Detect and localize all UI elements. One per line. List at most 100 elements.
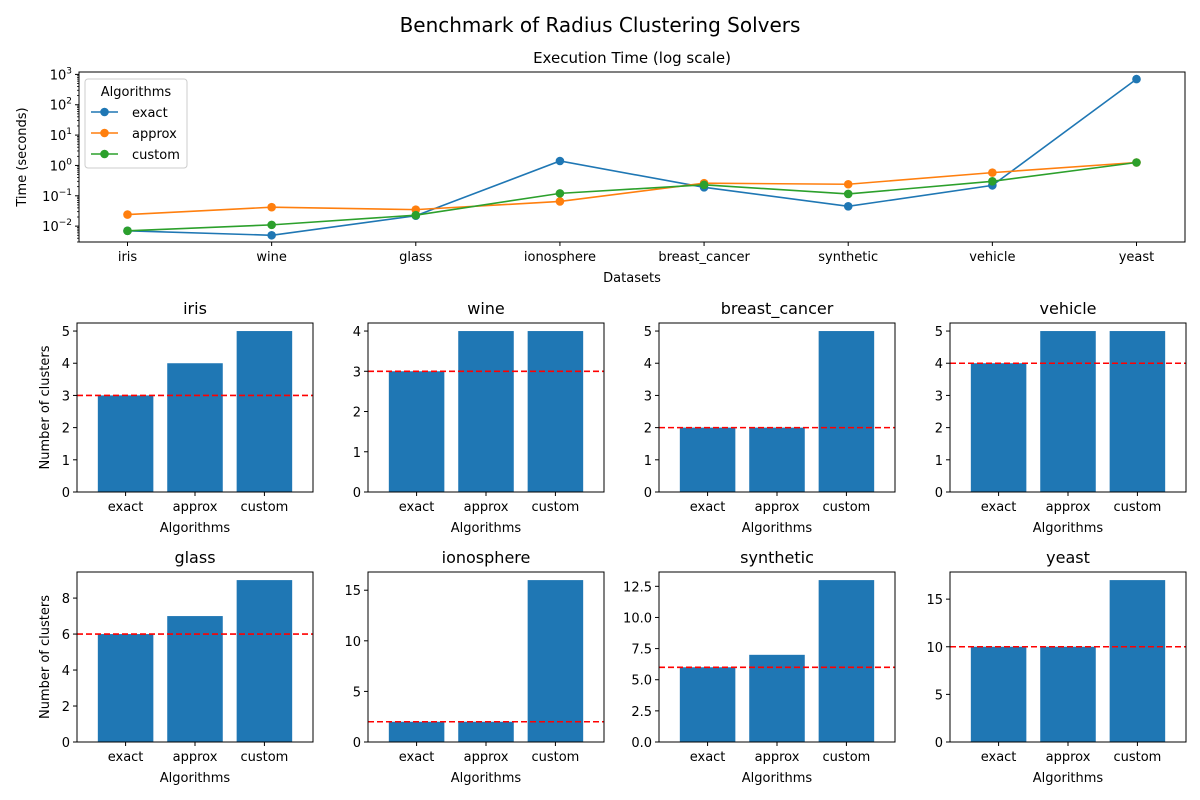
x-tick-label-iris: iris bbox=[118, 250, 138, 265]
y-tick-label: 1 bbox=[644, 454, 652, 469]
chart-title: Execution Time (log scale) bbox=[533, 49, 731, 67]
y-tick-label: 0 bbox=[353, 736, 361, 751]
legend-swatch-marker bbox=[100, 128, 109, 138]
legend-label-approx: approx bbox=[132, 127, 177, 142]
y-tick-label: 3 bbox=[935, 389, 943, 404]
x-tick-label-custom: custom bbox=[1113, 500, 1161, 515]
data-point-approx bbox=[555, 197, 565, 206]
data-point-custom bbox=[1132, 158, 1141, 167]
legend-label-custom: custom bbox=[132, 148, 180, 163]
x-tick-label-exact: exact bbox=[981, 500, 1017, 515]
y-tick-label: 0 bbox=[644, 486, 652, 501]
bar-custom bbox=[527, 331, 584, 492]
y-tick-label: 101 bbox=[50, 127, 72, 144]
y-tick-label: 2 bbox=[62, 422, 70, 437]
y-tick-label: 10 bbox=[344, 635, 361, 650]
y-tick-label: 2 bbox=[644, 422, 652, 437]
y-tick-label: 10−1 bbox=[42, 188, 72, 205]
x-axis-label: Algorithms bbox=[160, 771, 231, 786]
bar-chart-yeast: yeast exact approx custom Algorithms 0 5 10 15 bbox=[926, 548, 1187, 786]
legend: Algorithms exact approx custom bbox=[84, 78, 188, 169]
y-tick-label: 5 bbox=[644, 325, 652, 340]
x-axis-label: Algorithms bbox=[742, 521, 813, 536]
execution-time-chart: Execution Time (log scale) iris wine glass i… bbox=[15, 49, 1186, 286]
figure-suptitle: Benchmark of Radius Clustering Solvers bbox=[400, 13, 801, 37]
y-tick-label: 10.0 bbox=[623, 611, 652, 626]
x-tick-label-synthetic: synthetic bbox=[818, 250, 878, 265]
bar-exact bbox=[388, 371, 445, 492]
y-tick-label: 102 bbox=[50, 97, 72, 114]
bar-custom bbox=[818, 580, 875, 742]
y-tick-label: 4 bbox=[935, 357, 943, 372]
y-tick-label: 1 bbox=[353, 446, 361, 461]
x-tick-label-approx: approx bbox=[1046, 500, 1091, 515]
data-point-exact bbox=[555, 156, 565, 166]
charts-container: Execution Time (log scale) iris wine glass i… bbox=[15, 49, 1187, 786]
x-tick-label-custom: custom bbox=[1113, 750, 1161, 765]
y-tick-label: 103 bbox=[50, 66, 72, 83]
y-tick-label: 0 bbox=[935, 486, 943, 501]
plot-frame bbox=[78, 71, 1186, 243]
bar-approx bbox=[1040, 646, 1096, 742]
chart-title: synthetic bbox=[740, 548, 814, 567]
legend-label-exact: exact bbox=[132, 106, 168, 121]
chart-title: glass bbox=[174, 548, 215, 567]
y-tick-label: 4 bbox=[62, 664, 70, 679]
y-tick-label: 15 bbox=[926, 593, 943, 608]
y-axis-label: Time (seconds) bbox=[15, 107, 30, 207]
bar-approx bbox=[167, 363, 223, 492]
x-tick-label-approx: approx bbox=[1046, 750, 1091, 765]
bar-approx bbox=[458, 331, 514, 492]
x-tick-label-custom: custom bbox=[240, 500, 288, 515]
x-tick-label-exact: exact bbox=[690, 750, 726, 765]
data-point-exact bbox=[1132, 74, 1141, 84]
bar-exact bbox=[679, 667, 736, 742]
x-tick-label-approx: approx bbox=[464, 500, 509, 515]
x-tick-label-approx: approx bbox=[173, 500, 218, 515]
bar-custom bbox=[236, 580, 293, 742]
x-tick-label-wine: wine bbox=[256, 250, 286, 265]
x-tick-label-breast-cancer: breast_cancer bbox=[658, 250, 750, 265]
chart-title: wine bbox=[467, 299, 505, 318]
x-tick-label-exact: exact bbox=[399, 750, 435, 765]
bar-custom bbox=[1109, 331, 1166, 492]
x-tick-label-custom: custom bbox=[531, 750, 579, 765]
data-point-approx bbox=[843, 179, 853, 189]
y-tick-label: 7.5 bbox=[631, 643, 652, 658]
data-point-custom bbox=[555, 189, 565, 198]
bar-approx bbox=[167, 616, 223, 742]
bar-chart-vehicle: vehicle exact approx custom Algorithms 0 1 2 3 4 5 bbox=[935, 299, 1187, 536]
y-tick-label: 12.5 bbox=[623, 580, 652, 595]
x-tick-label-custom: custom bbox=[531, 500, 579, 515]
x-tick-label-vehicle: vehicle bbox=[969, 250, 1015, 265]
x-tick-label-approx: approx bbox=[755, 750, 800, 765]
y-tick-label: 10 bbox=[926, 641, 943, 656]
y-tick-label: 0.0 bbox=[631, 736, 652, 751]
chart-title: ionosphere bbox=[442, 548, 531, 567]
y-tick-label: 4 bbox=[644, 357, 652, 372]
bar-chart-iris: iris exact approx custom Algorithms 0 1 2 3 4 5 Num… bbox=[38, 299, 314, 536]
x-tick-label-approx: approx bbox=[464, 750, 509, 765]
data-point-custom bbox=[988, 177, 997, 186]
data-point-custom bbox=[699, 180, 709, 190]
y-tick-label: 2 bbox=[935, 422, 943, 437]
data-point-custom bbox=[843, 189, 853, 199]
y-tick-label: 15 bbox=[344, 584, 361, 599]
chart-title: yeast bbox=[1046, 548, 1090, 567]
x-tick-label-exact: exact bbox=[108, 750, 144, 765]
bar-approx bbox=[749, 654, 805, 742]
bar-approx bbox=[458, 721, 514, 742]
y-tick-label: 5.0 bbox=[631, 674, 652, 689]
legend-title: Algorithms bbox=[101, 85, 172, 100]
x-tick-label-custom: custom bbox=[822, 500, 870, 515]
x-axis-label: Algorithms bbox=[451, 521, 522, 536]
x-tick-label-exact: exact bbox=[399, 500, 435, 515]
y-tick-label: 1 bbox=[62, 454, 70, 469]
bar-custom bbox=[236, 331, 293, 492]
y-tick-label: 0 bbox=[62, 486, 70, 501]
y-tick-label: 8 bbox=[62, 592, 70, 607]
x-axis-label: Algorithms bbox=[160, 521, 231, 536]
data-point-exact bbox=[843, 202, 853, 211]
data-point-custom bbox=[123, 226, 132, 236]
x-axis-label: Algorithms bbox=[1033, 771, 1104, 786]
